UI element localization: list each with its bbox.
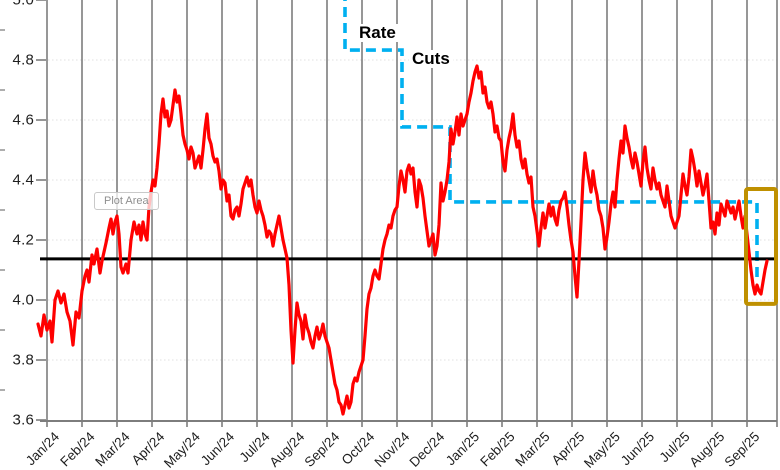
y-axis-tick-label: 4.8 [12,51,34,69]
rate-cuts-annotation-line2: Cuts [409,50,453,68]
y-axis-tick-label: 4.2 [12,231,34,249]
plot-area-tooltip: Plot Area [94,192,159,210]
y-axis-tick-label: 3.8 [12,351,34,369]
rate-cuts-annotation-line1: Rate [356,24,399,42]
y-axis-tick-label: 5.0 [12,0,34,9]
y-axis-tick-label: 4.4 [12,171,34,189]
y-axis-tick-label: 3.6 [12,411,34,429]
y-axis-tick-label: 4.6 [12,111,34,129]
y-axis-tick-label: 4.0 [12,291,34,309]
